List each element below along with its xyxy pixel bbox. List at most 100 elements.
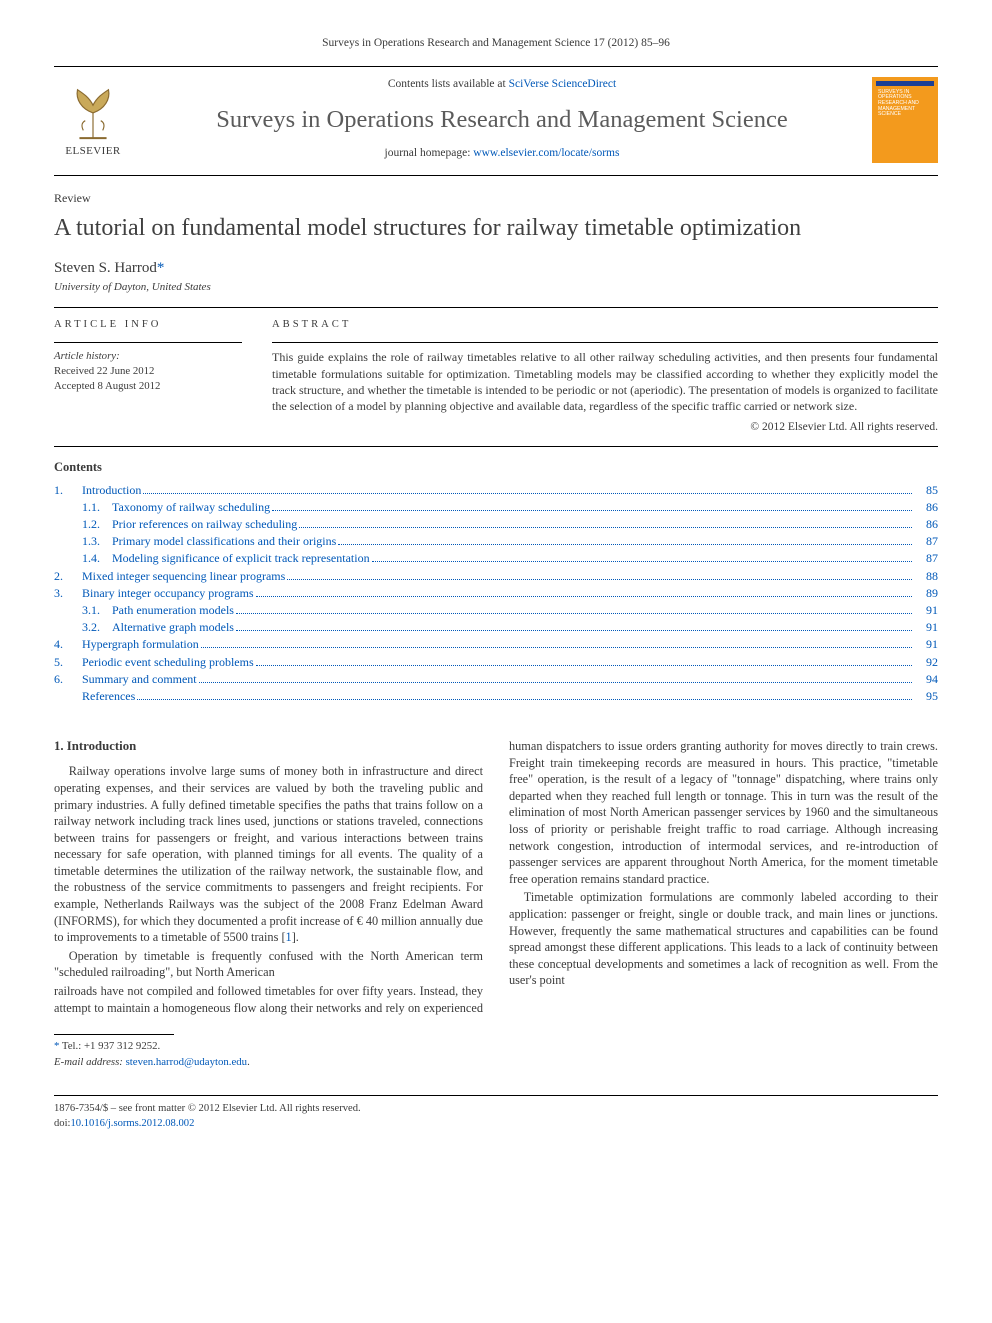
toc-page: 85 (916, 482, 938, 498)
homepage-prefix: journal homepage: (385, 147, 474, 159)
toc-label: Binary integer occupancy programs (82, 585, 254, 601)
toc-leader (287, 572, 912, 579)
toc-number: 1.1. (82, 499, 112, 515)
toc-label: Periodic event scheduling problems (82, 654, 254, 670)
email-label: E-mail address: (54, 1056, 123, 1068)
toc-subrow[interactable]: 1.3.Primary model classifications and th… (54, 533, 938, 549)
email-tail: . (247, 1056, 250, 1068)
toc-page: 86 (916, 516, 938, 532)
toc-leader (137, 693, 912, 700)
toc-number: 6. (54, 671, 82, 687)
toc-page: 91 (916, 636, 938, 652)
toc-row[interactable]: 5.Periodic event scheduling problems92 (54, 654, 938, 670)
toc-label: Prior references on railway scheduling (112, 516, 297, 532)
toc-label: Mixed integer sequencing linear programs (82, 568, 285, 584)
toc-page: 91 (916, 602, 938, 618)
toc-number: 3.1. (82, 602, 112, 618)
toc-number: 1.3. (82, 533, 112, 549)
copyright-line: © 2012 Elsevier Ltd. All rights reserved… (272, 420, 938, 436)
abstract-text: This guide explains the role of railway … (272, 349, 938, 414)
article-info-col: ARTICLE INFO Article history: Received 2… (54, 318, 242, 436)
cover-bar (876, 81, 934, 86)
toc-row[interactable]: 2.Mixed integer sequencing linear progra… (54, 568, 938, 584)
toc-page: 86 (916, 499, 938, 515)
toc-subrow[interactable]: 1.1.Taxonomy of railway scheduling 86 (54, 499, 938, 515)
toc-page: 87 (916, 533, 938, 549)
article-info-abstract-block: ARTICLE INFO Article history: Received 2… (54, 307, 938, 447)
toc-leader (256, 590, 912, 597)
footer-block: 1876-7354/$ – see front matter © 2012 El… (54, 1095, 938, 1131)
running-head: Surveys in Operations Research and Manag… (54, 36, 938, 52)
toc-page: 87 (916, 550, 938, 566)
contents-heading: Contents (54, 459, 938, 476)
author-line: Steven S. Harrod* (54, 258, 938, 278)
toc-label: Primary model classifications and their … (112, 533, 336, 549)
toc-leader (236, 607, 912, 614)
toc-label: Introduction (82, 482, 141, 498)
toc-number: 1.4. (82, 550, 112, 566)
rule-masthead-bottom (54, 175, 938, 176)
toc-leader (338, 538, 912, 545)
toc-number: 2. (54, 568, 82, 584)
contents-available-line: Contents lists available at SciVerse Sci… (150, 77, 854, 93)
abstract-col: ABSTRACT This guide explains the role of… (272, 318, 938, 436)
toc-leader (299, 521, 912, 528)
body-text: ]. (292, 930, 299, 944)
publisher-name: ELSEVIER (54, 144, 132, 159)
toc-label: References (82, 688, 135, 704)
body-text: Railway operations involve large sums of… (54, 764, 483, 944)
journal-cover-thumb: SURVEYS IN OPERATIONS RESEARCH AND MANAG… (872, 77, 938, 163)
article-info-heading: ARTICLE INFO (54, 318, 242, 332)
author-email-link[interactable]: steven.harrod@udayton.edu (126, 1056, 247, 1068)
toc-page: 95 (916, 688, 938, 704)
toc-label: Modeling significance of explicit track … (112, 550, 370, 566)
toc-row[interactable]: 3.Binary integer occupancy programs89 (54, 585, 938, 601)
body-para: Operation by timetable is frequently con… (54, 948, 483, 981)
toc-number: 5. (54, 654, 82, 670)
journal-name: Surveys in Operations Research and Manag… (150, 103, 854, 136)
info-rule (54, 342, 242, 343)
toc-leader (236, 624, 912, 631)
footnote-rule (54, 1034, 174, 1035)
toc-subrow[interactable]: 1.2.Prior references on railway scheduli… (54, 516, 938, 532)
toc-row[interactable]: 6.Summary and comment94 (54, 671, 938, 687)
toc-subrow[interactable]: 1.4.Modeling significance of explicit tr… (54, 550, 938, 566)
toc-row[interactable]: 1.Introduction85 (54, 482, 938, 498)
toc-row[interactable]: References 95 (54, 688, 938, 704)
toc-leader (256, 658, 912, 665)
toc-row[interactable]: 4.Hypergraph formulation91 (54, 636, 938, 652)
table-of-contents: 1.Introduction851.1.Taxonomy of railway … (54, 482, 938, 704)
toc-number: 1.2. (82, 516, 112, 532)
corresponding-note: * Tel.: +1 937 312 9252. (54, 1034, 938, 1054)
history-received: Received 22 June 2012 (54, 364, 242, 379)
toc-label: Path enumeration models (112, 602, 234, 618)
toc-subrow[interactable]: 3.2.Alternative graph models 91 (54, 619, 938, 635)
toc-page: 88 (916, 568, 938, 584)
issn-copyright-line: 1876-7354/$ – see front matter © 2012 El… (54, 1102, 361, 1116)
toc-subrow[interactable]: 3.1.Path enumeration models 91 (54, 602, 938, 618)
toc-leader (272, 504, 912, 511)
affiliation: University of Dayton, United States (54, 280, 938, 295)
toc-leader (372, 555, 912, 562)
sciencedirect-link[interactable]: SciVerse ScienceDirect (509, 78, 617, 90)
body-para: Timetable optimization formulations are … (509, 889, 938, 989)
history-label: Article history: (54, 349, 242, 364)
cover-text: SURVEYS IN OPERATIONS RESEARCH AND MANAG… (876, 88, 934, 121)
doi-link[interactable]: 10.1016/j.sorms.2012.08.002 (70, 1118, 194, 1129)
toc-label: Alternative graph models (112, 619, 234, 635)
abstract-heading: ABSTRACT (272, 318, 938, 332)
toc-number: 3.2. (82, 619, 112, 635)
corresponding-mark-link[interactable]: * (157, 260, 165, 276)
abs-rule (272, 342, 938, 343)
contents-prefix: Contents lists available at (388, 78, 509, 90)
toc-leader (199, 676, 912, 683)
section-heading-intro: 1. Introduction (54, 738, 483, 755)
corr-tel: Tel.: +1 937 312 9252. (62, 1040, 160, 1052)
article-title: A tutorial on fundamental model structur… (54, 212, 938, 244)
article-type: Review (54, 190, 938, 206)
toc-page: 89 (916, 585, 938, 601)
toc-page: 91 (916, 619, 938, 635)
journal-homepage-link[interactable]: www.elsevier.com/locate/sorms (473, 147, 619, 159)
toc-label: Hypergraph formulation (82, 636, 199, 652)
toc-label: Taxonomy of railway scheduling (112, 499, 270, 515)
